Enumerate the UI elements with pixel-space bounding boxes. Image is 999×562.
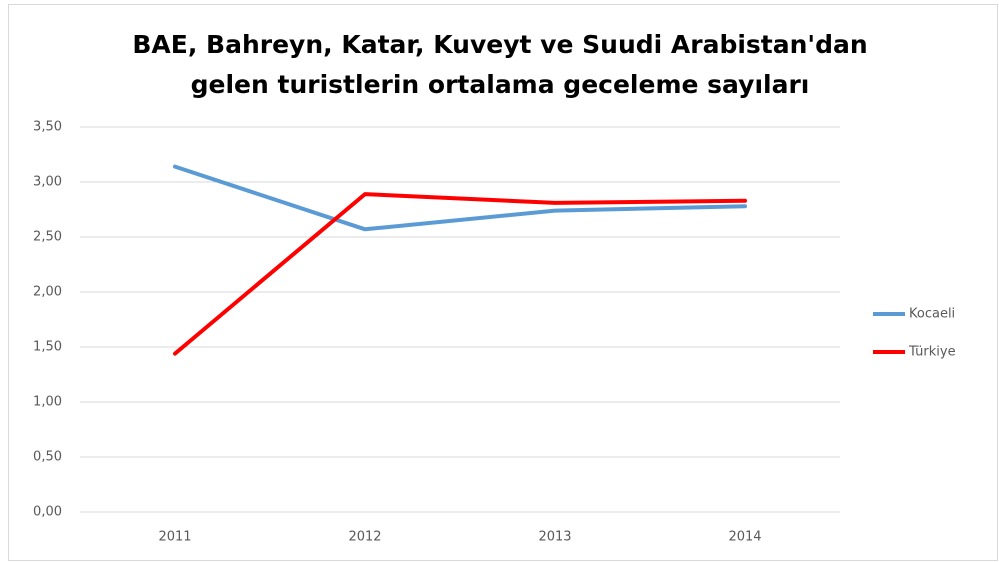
legend-label: Kocaeli <box>909 307 955 322</box>
series-line <box>173 164 747 232</box>
y-tick-label: 3,00 <box>33 175 62 190</box>
chart-title: BAE, Bahreyn, Katar, Kuveyt ve Suudi Ara… <box>132 30 867 59</box>
x-tick-label: 2011 <box>158 530 191 545</box>
series-line <box>173 192 747 356</box>
chart-border <box>8 4 998 561</box>
chart-title: gelen turistlerin ortalama geceleme sayı… <box>191 70 810 99</box>
y-tick-label: 2,50 <box>33 230 62 245</box>
y-tick-label: 2,00 <box>33 285 62 300</box>
y-tick-label: 0,50 <box>33 450 62 465</box>
y-tick-label: 3,50 <box>33 120 62 135</box>
y-tick-label: 1,50 <box>33 340 62 355</box>
x-tick-label: 2012 <box>348 530 381 545</box>
y-tick-label: 0,00 <box>33 505 62 520</box>
x-tick-label: 2013 <box>538 530 571 545</box>
y-tick-label: 1,00 <box>33 395 62 410</box>
legend-label: Türkiye <box>908 345 956 360</box>
x-tick-label: 2014 <box>728 530 761 545</box>
